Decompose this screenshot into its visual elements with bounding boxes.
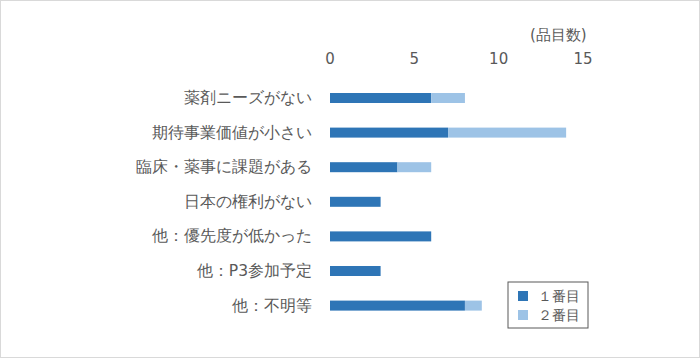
axis-label: (品目数) [530,26,587,44]
category-label: 臨床・薬事に課題がある [136,158,312,176]
bar [397,162,431,172]
tick-label: 0 [325,50,335,68]
chart-border [1,1,700,358]
legend-box [508,282,588,328]
category-label: 日本の権利がない [184,193,312,211]
tick-mark [583,74,584,78]
bar [330,197,381,207]
tick-mark [414,74,415,78]
bar [330,266,381,276]
bar [380,197,381,207]
legend-label: １番目 [538,288,580,304]
bar [448,128,566,138]
bar [330,301,465,311]
tick-label: 5 [410,50,420,68]
tick-label: 10 [489,50,508,68]
category-label: 期待事業価値が小さい [152,124,312,142]
legend-label: ２番目 [538,307,580,323]
category-label: 他：優先度が低かった [152,227,312,245]
chart: (品目数) 0 5 10 15 薬剤ニーズがない期待事業価値が小さい臨床・薬事に課題がある… [0,0,700,358]
bar [330,231,431,241]
bar [380,266,381,276]
tick-mark [330,74,331,78]
bar [465,301,482,311]
bar [330,162,397,172]
legend-swatch [518,310,528,320]
category-label: 薬剤ニーズがない [184,89,312,107]
bar [330,128,448,138]
legend-swatch [518,291,528,301]
bar [330,93,431,103]
bar [431,93,465,103]
bars [330,93,566,311]
category-label: 他：不明等 [232,297,312,315]
tick-mark [498,74,499,78]
category-label: 他：P3参加予定 [197,262,312,280]
tick-label: 15 [573,50,592,68]
bar [431,231,432,241]
